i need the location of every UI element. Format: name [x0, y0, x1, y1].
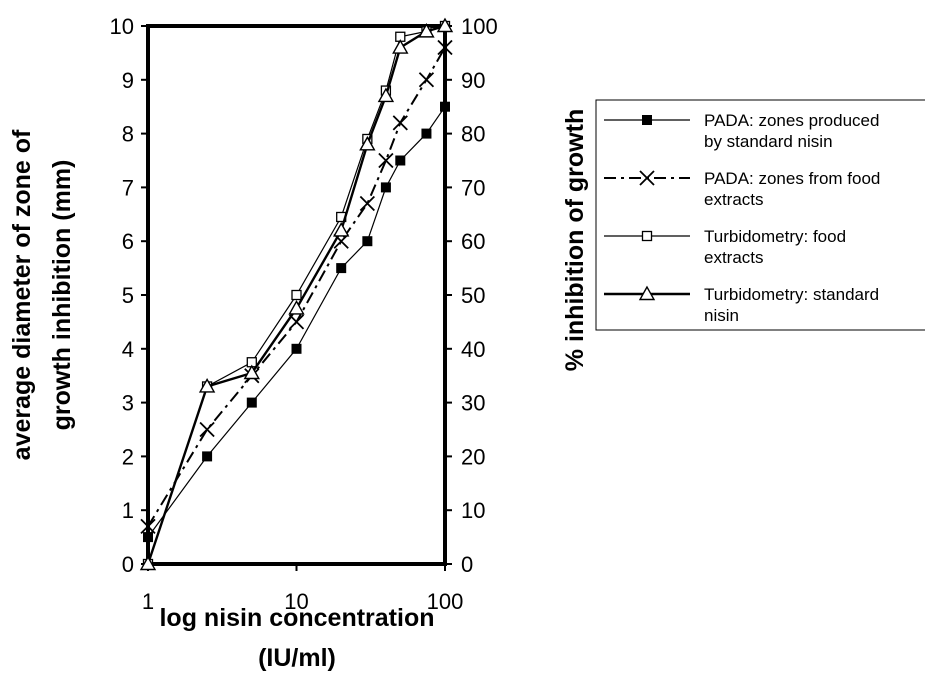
axis-titles: log nisin concentration (IU/ml) average di… — [8, 109, 589, 672]
data-point — [291, 289, 302, 301]
legend-label: PADA: zones produced — [704, 111, 879, 130]
right-y-tick-label: 30 — [461, 391, 485, 416]
data-point — [392, 115, 408, 131]
left-y-tick-label: 3 — [122, 391, 134, 416]
data-point — [246, 397, 257, 408]
data-point — [359, 195, 375, 212]
data-point — [199, 421, 215, 438]
data-point — [143, 532, 153, 543]
series-line — [147, 47, 446, 527]
left-y-tick-label: 10 — [110, 14, 134, 39]
data-point — [288, 300, 305, 315]
left-y-tick-label: 5 — [122, 283, 134, 308]
right-y-axis-ticks: 0 10 20 30 40 50 60 70 80 90 100 — [445, 14, 498, 577]
x-tick-label: 100 — [427, 589, 464, 614]
legend-label: extracts — [704, 248, 764, 267]
right-y-axis-title: % inhibition of growth — [561, 109, 589, 371]
x-axis-title-line-2: (IU/ml) — [258, 644, 336, 672]
series-2 — [140, 39, 453, 534]
left-y-axis-ticks: 0 1 2 3 4 5 6 7 8 9 10 — [110, 14, 148, 577]
right-y-tick-label: 50 — [461, 283, 485, 308]
data-point — [359, 135, 376, 151]
data-point — [378, 152, 394, 169]
legend-label: Turbidometry: food — [704, 227, 846, 246]
right-y-tick-label: 90 — [461, 68, 485, 93]
x-tick-label: 1 — [142, 589, 154, 614]
left-y-tick-label: 2 — [122, 444, 134, 469]
data-point — [336, 263, 347, 274]
right-y-tick-label: 70 — [461, 175, 485, 200]
data-point — [377, 87, 395, 103]
series-layer — [139, 17, 454, 571]
right-y-tick-label: 0 — [461, 552, 473, 577]
legend-entry-3: Turbidometry: food extracts — [604, 227, 846, 267]
x-axis-title-line-1: log nisin concentration — [159, 604, 434, 632]
legend-label: Turbidometry: standard — [704, 285, 879, 304]
legend-entry-1: PADA: zones produced by standard nisin — [604, 111, 879, 151]
legend-swatch-marker — [641, 230, 653, 242]
data-point — [437, 39, 453, 56]
data-point — [139, 555, 157, 571]
legend-box — [595, 99, 925, 331]
legend-entry-2: PADA: zones from food extracts — [604, 169, 880, 209]
left-y-tick-label: 7 — [122, 175, 134, 200]
data-point — [395, 155, 406, 166]
data-point — [418, 22, 435, 38]
series-1 — [143, 101, 450, 543]
legend-swatch-marker — [639, 170, 655, 186]
x-tick-label: 10 — [284, 589, 308, 614]
series-line — [147, 25, 446, 565]
data-point — [362, 236, 373, 247]
data-point — [380, 182, 391, 193]
series-3 — [142, 20, 451, 570]
right-y-tick-label: 100 — [461, 14, 498, 39]
data-point — [243, 364, 260, 380]
right-y-tick-label: 20 — [461, 444, 485, 469]
left-y-tick-label: 0 — [122, 552, 134, 577]
x-axis-ticks: 1 10 100 — [142, 564, 463, 614]
legend-swatch-marker — [642, 115, 652, 125]
series-line — [147, 106, 446, 538]
legend-label: PADA: zones from food — [704, 169, 880, 188]
legend-label: extracts — [704, 190, 764, 209]
data-point — [436, 17, 454, 33]
data-point — [291, 343, 302, 354]
left-y-tick-label: 9 — [122, 68, 134, 93]
data-point — [198, 378, 216, 393]
series-line — [146, 24, 446, 565]
legend-swatch-marker — [638, 285, 656, 301]
legend-entry-4: Turbidometry: standard nisin — [604, 285, 879, 325]
data-point — [421, 128, 432, 139]
legend-label: nisin — [704, 306, 739, 325]
data-point — [333, 222, 350, 237]
data-point — [392, 39, 409, 54]
data-point — [140, 518, 156, 534]
legend-label: by standard nisin — [704, 132, 833, 151]
data-point — [418, 72, 435, 88]
data-point — [202, 451, 213, 462]
left-y-tick-label: 8 — [122, 122, 134, 147]
series-4 — [139, 17, 454, 571]
left-y-tick-label: 1 — [122, 498, 134, 523]
left-y-tick-label: 4 — [122, 337, 134, 362]
left-y-axis-title-line-1: average diameter of zone of — [8, 129, 36, 460]
left-y-tick-label: 6 — [122, 229, 134, 254]
data-point — [440, 101, 450, 112]
right-y-tick-label: 40 — [461, 337, 485, 362]
left-y-axis-title-line-2: growth inhibition (mm) — [48, 160, 76, 431]
right-y-tick-label: 80 — [461, 122, 485, 147]
right-y-tick-label: 60 — [461, 229, 485, 254]
right-y-tick-label: 10 — [461, 498, 485, 523]
